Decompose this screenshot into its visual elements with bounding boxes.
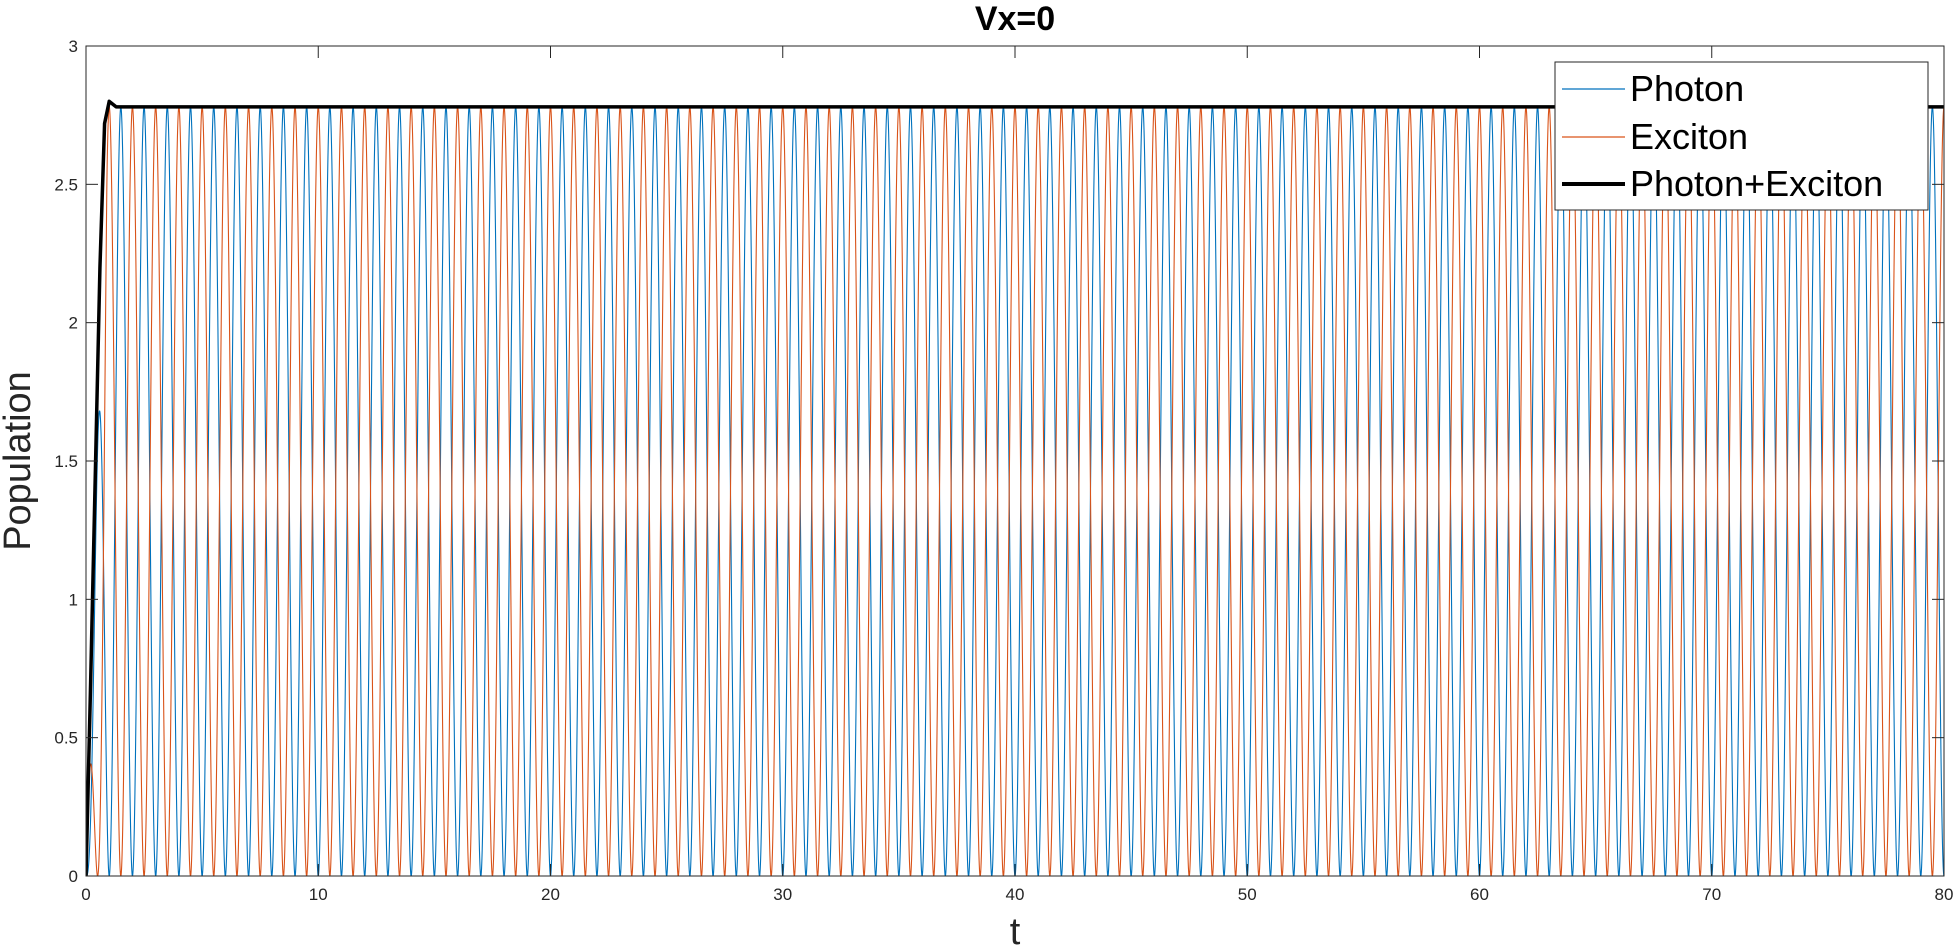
legend: Photon Exciton Photon+Exciton — [1554, 61, 1929, 211]
series-layer — [86, 99, 1944, 876]
y-tick-label: 1.5 — [54, 452, 78, 471]
x-tick-label: 0 — [81, 885, 90, 904]
y-tick-label: 2.5 — [54, 175, 78, 194]
y-tick-label: 2 — [69, 314, 78, 333]
legend-label-photon: Photon — [1630, 68, 1744, 109]
x-tick-label: 10 — [309, 885, 328, 904]
series-line-photon — [86, 106, 1944, 876]
legend-label-photon-exciton: Photon+Exciton — [1630, 163, 1883, 204]
x-tick-label: 40 — [1006, 885, 1025, 904]
x-tick-label: 20 — [541, 885, 560, 904]
x-tick-label: 70 — [1702, 885, 1721, 904]
x-tick-label: 60 — [1470, 885, 1489, 904]
y-axis-label: Population — [0, 371, 39, 551]
x-axis-label: t — [1010, 911, 1021, 949]
series-line-photon-exciton — [86, 99, 1944, 876]
x-tick-label: 80 — [1935, 885, 1954, 904]
tick-layer: 0 10 20 30 40 50 60 70 80 0 0.5 1 1.5 2 2.5 3 — [54, 37, 1953, 904]
y-tick-label: 0 — [69, 867, 78, 886]
x-tick-label: 30 — [773, 885, 792, 904]
chart-title: Vx=0 — [975, 0, 1055, 38]
series-line-exciton — [86, 106, 1944, 876]
y-tick-label: 0.5 — [54, 729, 78, 748]
legend-label-exciton: Exciton — [1630, 116, 1748, 157]
y-tick-label: 1 — [69, 590, 78, 609]
y-tick-label: 3 — [69, 37, 78, 56]
x-tick-label: 50 — [1238, 885, 1257, 904]
